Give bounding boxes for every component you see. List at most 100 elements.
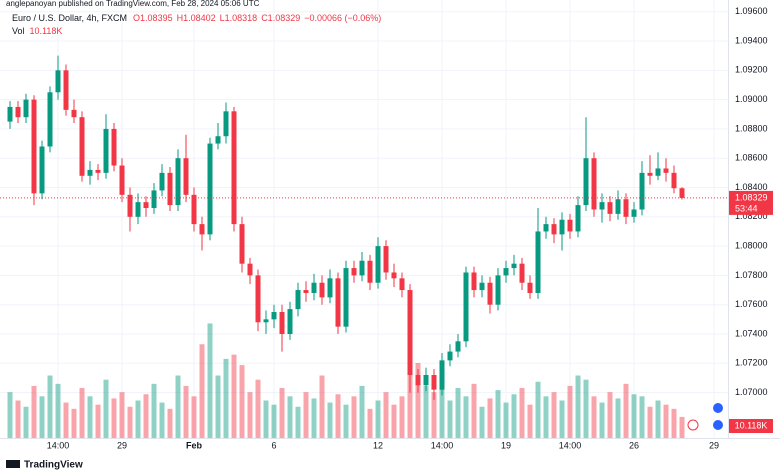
candle-body: [663, 168, 669, 173]
volume-bar: [319, 375, 325, 438]
candle-body: [215, 136, 221, 144]
candle-body: [287, 309, 293, 334]
grid: [0, 0, 728, 438]
volume-bar: [55, 383, 61, 438]
candle-body: [111, 128, 117, 166]
volume-bar: [399, 396, 405, 438]
event-icon[interactable]: [711, 418, 725, 432]
candle-body: [575, 205, 581, 232]
volume-bar: [327, 402, 333, 438]
y-tick-label: 1.07600: [735, 299, 768, 309]
candle-body: [535, 231, 541, 293]
legend-open: O1.08395: [133, 13, 173, 23]
volume-bar: [343, 404, 349, 438]
volume-bar: [591, 396, 597, 438]
candle-body: [127, 194, 133, 217]
candle-body: [623, 199, 629, 217]
volume-bar: [7, 392, 13, 438]
candle-body: [31, 99, 37, 194]
volume-bar: [383, 392, 389, 438]
volume-bar: [631, 394, 637, 438]
candle-body: [383, 246, 389, 273]
volume-bar: [167, 408, 173, 438]
volume-bar: [431, 392, 437, 438]
volume-tag: 10.118K: [735, 420, 768, 430]
event-icon[interactable]: [687, 419, 699, 431]
candle-body: [591, 158, 597, 210]
candle-body: [191, 194, 197, 225]
volume-bar: [583, 379, 589, 438]
event-icon[interactable]: [711, 401, 725, 415]
volume-bar: [663, 404, 669, 438]
credit: anglepanoyan published on TradingView.co…: [6, 0, 260, 8]
y-tick-label: 1.07200: [735, 358, 768, 368]
candle-body: [559, 219, 565, 235]
candle-body: [271, 312, 277, 320]
volume-bar: [359, 385, 365, 438]
volume-bar: [47, 375, 53, 438]
candle-body: [407, 290, 413, 376]
countdown: 53:44: [735, 203, 758, 213]
candle-body: [159, 172, 165, 191]
candle-body: [327, 278, 333, 298]
candle-body: [151, 190, 157, 209]
legend-close: C1.08329: [261, 13, 300, 23]
candle-body: [63, 70, 69, 110]
candle-body: [543, 224, 549, 232]
volume-legend: Vol 10.118K: [12, 26, 62, 36]
candle-body: [247, 263, 253, 276]
volume-bar: [295, 406, 301, 438]
volume-bar: [519, 388, 525, 438]
candle-body: [487, 282, 493, 305]
candle-body: [47, 92, 53, 147]
candles: [7, 55, 685, 400]
candle-body: [15, 106, 21, 118]
volume-bar: [503, 402, 509, 438]
volume-bar: [183, 385, 189, 438]
y-tick-label: 1.07000: [735, 387, 768, 397]
volume-bar: [239, 365, 245, 438]
x-tick-label: 14:00: [431, 440, 454, 450]
x-tick-label: 12: [373, 440, 383, 450]
candle-body: [319, 282, 325, 298]
candle-body: [71, 109, 77, 118]
volume-bar: [527, 404, 533, 438]
candle-body: [415, 375, 421, 386]
legend: Euro / U.S. Dollar, 4h, FXCM O1.08395 H1.0…: [12, 13, 381, 23]
volume-bar: [247, 392, 253, 438]
y-tick-label: 1.07800: [735, 270, 768, 280]
candle-body: [519, 263, 525, 283]
volume-bar: [79, 388, 85, 438]
volume-bar: [31, 385, 37, 438]
volume-bar: [567, 385, 573, 438]
candle-body: [567, 219, 573, 232]
candle-body: [655, 168, 661, 176]
candle-body: [495, 275, 501, 305]
candle-body: [303, 290, 309, 293]
candle-body: [503, 268, 509, 276]
y-tick-label: 1.08200: [735, 211, 768, 221]
candle-body: [599, 202, 605, 210]
candle-body: [7, 106, 13, 122]
volume-bar: [71, 408, 77, 438]
candle-body: [95, 169, 101, 173]
brand: TradingView: [24, 460, 83, 470]
x-tick-label: 19: [501, 440, 511, 450]
volume-bar: [607, 392, 613, 438]
volume-bar: [207, 323, 213, 438]
volume-bar: [255, 379, 261, 438]
candle-body: [351, 268, 357, 276]
candle-body: [551, 224, 557, 235]
volume-bar: [263, 400, 269, 438]
volume-bar: [463, 396, 469, 438]
candle-body: [631, 209, 637, 217]
axes: 1.07000 1.07200 1.07400 1.07600 1.07800 1.080…: [0, 6, 773, 450]
volume-bar: [455, 388, 461, 438]
volume-bar: [215, 375, 221, 438]
candle-body: [23, 99, 29, 118]
y-tick-label: 1.09400: [735, 35, 768, 45]
x-tick-label: 29: [709, 440, 719, 450]
candle-body: [223, 111, 229, 137]
volume-bar: [439, 379, 445, 438]
